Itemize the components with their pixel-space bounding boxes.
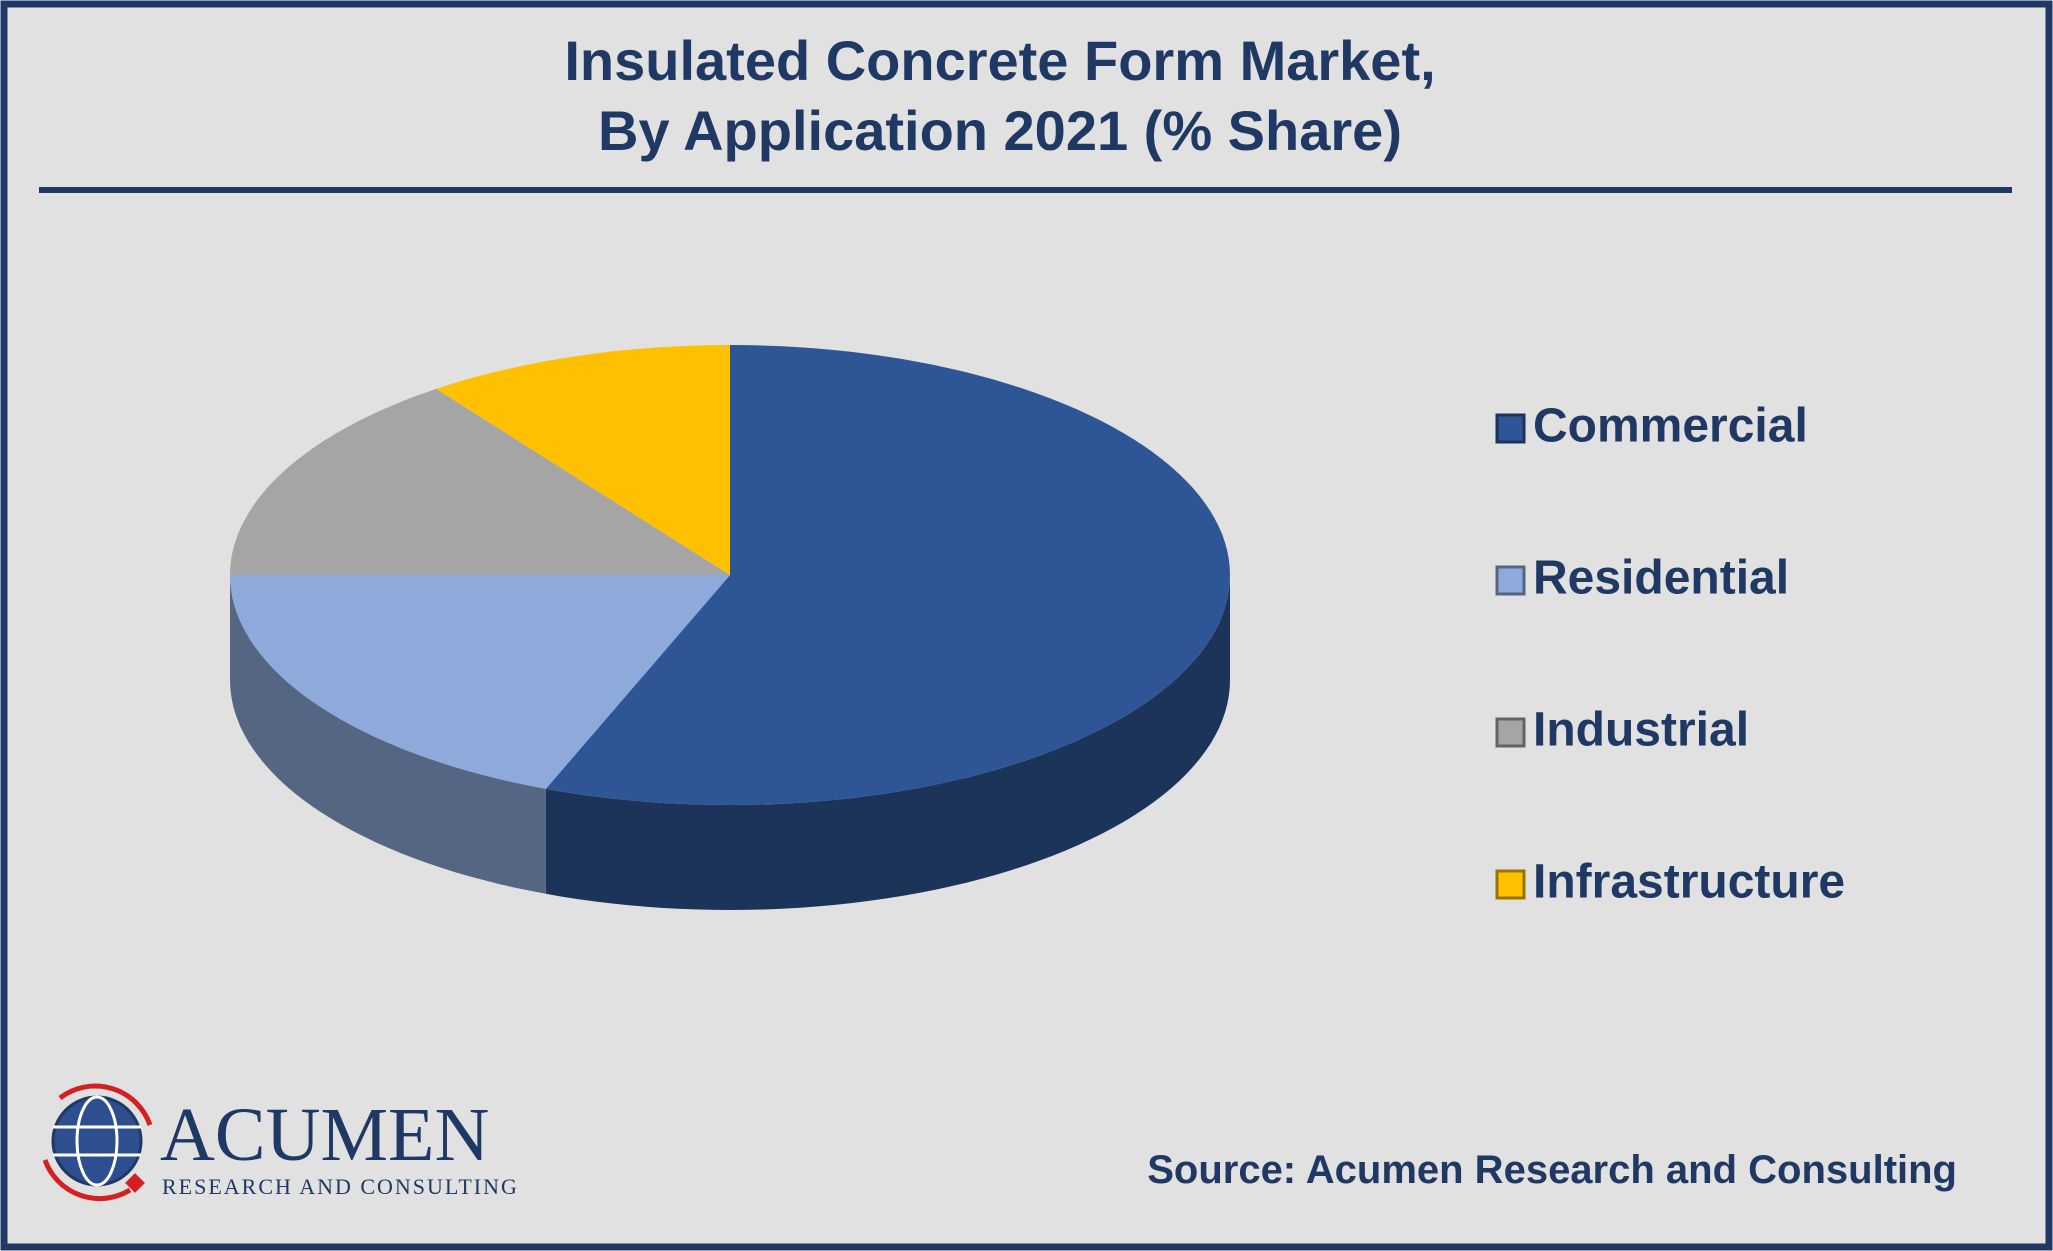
source: Source: Acumen Research and Consulting <box>1147 1148 1957 1192</box>
legend-swatch <box>1495 869 1526 900</box>
logo-tagline: RESEARCH AND CONSULTING <box>162 1174 519 1199</box>
legend-swatch <box>1495 413 1526 444</box>
legend: Commercial Residential Industrial Infrastru… <box>1495 400 1845 909</box>
pie-side <box>230 575 546 894</box>
pie-slice <box>230 575 730 789</box>
logo-arc <box>58 1083 153 1126</box>
pie-slice <box>545 345 1230 805</box>
pie-slice <box>230 388 730 575</box>
pie-side <box>545 575 1230 910</box>
logo-globe-line <box>75 1095 119 1187</box>
chart-subtitle: By Application 2021 (% Share) <box>598 99 1402 162</box>
chart-title: Insulated Concrete Form Market, <box>564 29 1435 92</box>
legend-swatch <box>1495 565 1526 596</box>
pie-slice <box>436 345 730 575</box>
logo-arc <box>42 1159 132 1202</box>
logo-diamond <box>125 1173 145 1193</box>
legend-label: Commercial <box>1533 400 1808 453</box>
logo-globe <box>51 1095 143 1187</box>
pie <box>230 345 1230 910</box>
logo: ACUMEN RESEARCH AND CONSULTING <box>42 1083 519 1202</box>
logo-name: ACUMEN <box>160 1093 489 1177</box>
legend-swatch <box>1495 717 1526 748</box>
legend-label: Residential <box>1533 552 1789 605</box>
legend-label: Infrastructure <box>1533 856 1845 909</box>
legend-label: Industrial <box>1533 704 1749 757</box>
